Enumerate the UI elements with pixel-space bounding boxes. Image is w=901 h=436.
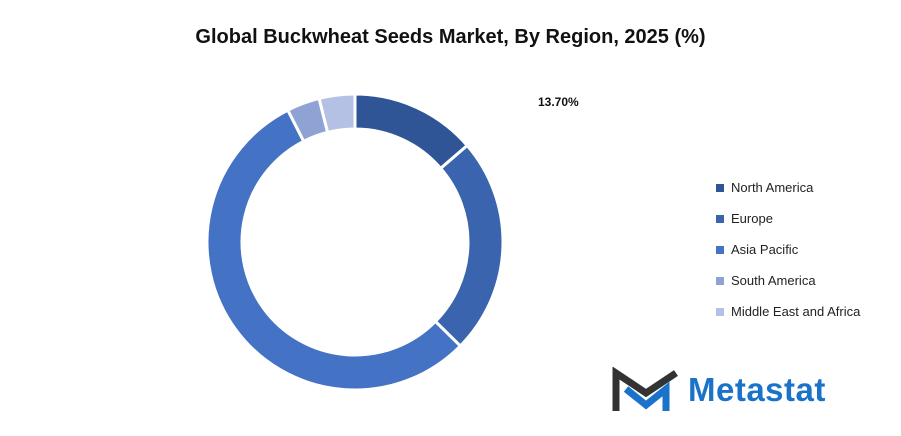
legend-item: Asia Pacific <box>716 234 860 265</box>
legend-label: Middle East and Africa <box>731 304 861 319</box>
slice-middle-east-and-africa <box>317 92 357 135</box>
legend-item: Europe <box>716 203 860 234</box>
legend-swatch <box>716 183 724 192</box>
legend-label: Europe <box>731 211 773 226</box>
legend-item: Middle East and Africa <box>716 296 860 327</box>
legend-label: South America <box>731 273 816 288</box>
legend-label: Asia Pacific <box>731 242 799 257</box>
legend-swatch <box>716 245 724 254</box>
legend-swatch <box>716 214 724 223</box>
slice-asia-pacific <box>205 108 463 392</box>
legend-item: South America <box>716 265 860 296</box>
data-label-north-america: 13.70% <box>538 95 579 109</box>
logo-text: Metastat <box>688 371 826 408</box>
metastat-logo-icon <box>612 367 678 411</box>
chart-title: Global Buckwheat Seeds Market, By Region… <box>195 26 706 48</box>
slice-north-america <box>353 92 470 171</box>
metastat-logo: Metastat <box>612 367 826 413</box>
legend-label: North America <box>731 180 814 195</box>
slice-europe <box>433 143 505 349</box>
legend: North America Europe Asia Pacific South Ame… <box>716 172 860 327</box>
legend-swatch <box>716 276 724 285</box>
legend-swatch <box>716 307 724 316</box>
legend-item: North America <box>716 172 860 203</box>
